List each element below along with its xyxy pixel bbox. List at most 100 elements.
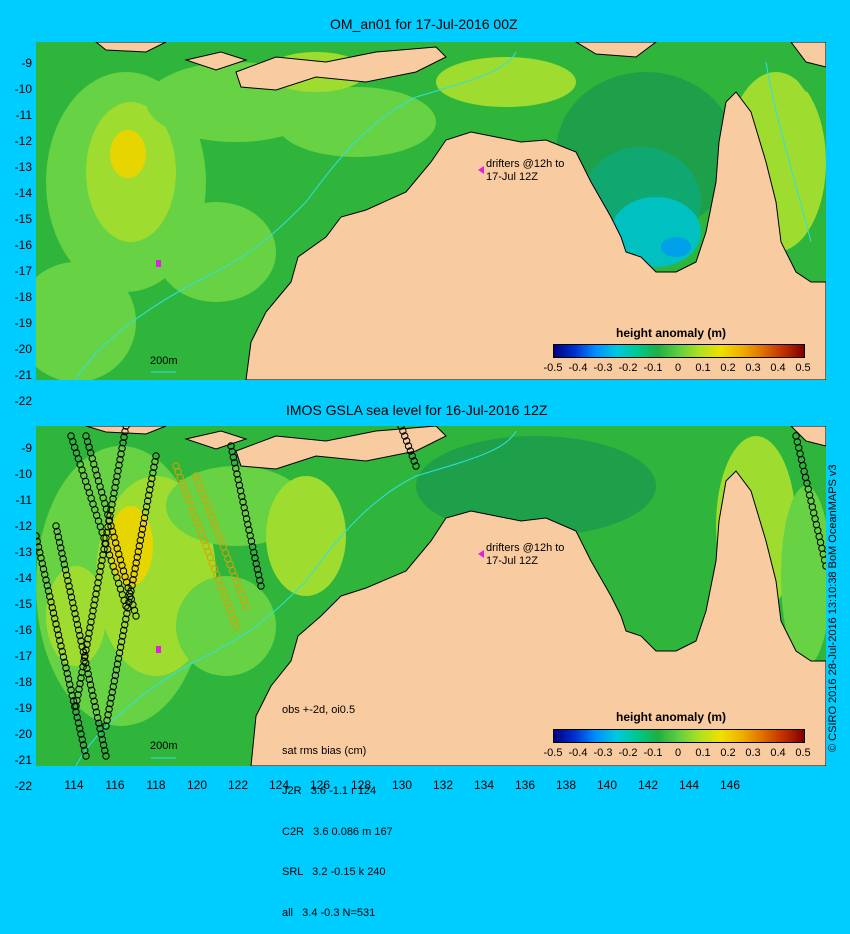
colorbar-tick-label: -0.2 bbox=[618, 747, 638, 759]
track-marker bbox=[94, 579, 102, 587]
track-marker bbox=[79, 741, 88, 749]
track-marker bbox=[64, 675, 73, 683]
track-marker bbox=[42, 576, 50, 584]
track-marker bbox=[73, 696, 81, 705]
track-marker bbox=[83, 640, 91, 649]
track-marker bbox=[37, 554, 45, 562]
y-axis-label: -14 bbox=[14, 186, 32, 200]
panel1-title: OM_an01 for 17-Jul-2016 00Z bbox=[330, 16, 518, 32]
colorbar-tick-label: 0.4 bbox=[770, 747, 786, 759]
track-marker bbox=[149, 469, 157, 477]
track-marker bbox=[140, 514, 149, 522]
track-marker bbox=[251, 554, 259, 562]
track-marker bbox=[93, 584, 101, 593]
track-marker bbox=[82, 646, 90, 654]
track-marker bbox=[90, 697, 98, 705]
track-marker bbox=[245, 526, 253, 534]
track-marker bbox=[88, 612, 96, 621]
x-axis-label: 142 bbox=[637, 778, 659, 792]
y-axis-label: -11 bbox=[15, 493, 32, 507]
track-marker bbox=[129, 576, 137, 584]
track-marker bbox=[85, 629, 93, 637]
y-axis-label: -15 bbox=[14, 597, 32, 611]
track-marker bbox=[86, 681, 95, 689]
colorbar-tick-label: -0.5 bbox=[543, 362, 563, 374]
track-marker bbox=[150, 463, 158, 471]
track-marker bbox=[134, 547, 142, 556]
track-marker bbox=[96, 567, 104, 576]
x-axis-label: 138 bbox=[555, 778, 577, 792]
y-axis-label: -9 bbox=[21, 441, 32, 455]
track-marker bbox=[99, 551, 107, 559]
y-axis-label: -15 bbox=[14, 212, 32, 226]
y-axis-label: -12 bbox=[14, 134, 32, 148]
track-marker bbox=[59, 555, 67, 563]
track-marker bbox=[54, 533, 63, 541]
x-axis-label: 124 bbox=[268, 778, 290, 792]
stats-line: obs +-2d, oi0.5 bbox=[282, 704, 356, 716]
track-marker bbox=[63, 669, 71, 678]
track-marker bbox=[53, 625, 61, 634]
track-marker bbox=[147, 480, 155, 488]
x-axis-label: 136 bbox=[514, 778, 536, 792]
track-marker bbox=[236, 487, 245, 495]
track-marker bbox=[46, 592, 54, 601]
y-axis-label: -12 bbox=[14, 519, 32, 533]
colorbar-tick-label: -0.1 bbox=[643, 747, 663, 759]
track-marker bbox=[248, 543, 257, 551]
track-marker bbox=[102, 752, 110, 760]
panel2-colorbar-ticks: -0.5 -0.4 -0.3 -0.2 -0.1 0 0.1 0.2 0.3 0.4 0.5 bbox=[544, 747, 811, 761]
panel2-colorbar bbox=[553, 729, 805, 743]
x-axis-label: 116 bbox=[105, 778, 125, 792]
track-marker bbox=[113, 472, 121, 481]
track-marker bbox=[142, 502, 151, 511]
y-axis-label: -21 bbox=[14, 753, 32, 767]
track-marker bbox=[104, 711, 112, 719]
y-axis-label: -21 bbox=[14, 368, 32, 382]
track-marker bbox=[152, 452, 160, 460]
copyright-text: © CSIRO 2016 28-Jul-2016 13:10:38 BoM Oc… bbox=[827, 464, 839, 752]
track-marker bbox=[44, 587, 53, 595]
track-marker bbox=[139, 519, 148, 528]
track-marker bbox=[66, 680, 74, 689]
panel1-isobath-label: 200m bbox=[150, 355, 178, 367]
track-marker bbox=[58, 549, 66, 558]
track-marker bbox=[117, 450, 125, 458]
panel2-map bbox=[36, 426, 826, 766]
track-marker bbox=[77, 730, 85, 738]
track-marker bbox=[132, 559, 140, 567]
track-marker bbox=[36, 548, 44, 557]
track-marker bbox=[102, 534, 110, 542]
track-marker bbox=[104, 523, 112, 531]
y-axis-label: -19 bbox=[14, 701, 32, 715]
track-marker bbox=[135, 542, 144, 550]
y-axis-label: -14 bbox=[14, 571, 32, 585]
track-marker bbox=[151, 457, 159, 466]
track-marker bbox=[122, 426, 130, 430]
track-marker bbox=[79, 663, 87, 671]
track-marker bbox=[234, 475, 242, 484]
track-marker bbox=[112, 666, 121, 674]
track-marker bbox=[86, 623, 94, 632]
track-marker bbox=[55, 538, 64, 547]
track-marker bbox=[78, 735, 86, 744]
track-marker bbox=[115, 461, 123, 469]
colorbar-tick-label: 0.5 bbox=[795, 747, 811, 759]
track-marker bbox=[406, 447, 415, 455]
y-axis-label: -10 bbox=[14, 467, 32, 481]
stats-line: J2R 3.6 -1.1 r 124 bbox=[282, 785, 377, 797]
track-marker bbox=[256, 576, 264, 585]
track-marker bbox=[108, 500, 116, 509]
track-marker bbox=[52, 522, 60, 530]
colorbar-tick-label: 0.3 bbox=[745, 747, 761, 759]
track-marker bbox=[95, 719, 103, 727]
track-marker bbox=[74, 626, 83, 634]
stats-line: sat rms bias (cm) bbox=[282, 744, 367, 757]
track-marker bbox=[65, 582, 73, 590]
track-marker bbox=[53, 527, 61, 536]
track-marker bbox=[62, 664, 70, 672]
y-axis-label: -18 bbox=[14, 675, 32, 689]
track-marker bbox=[103, 528, 111, 537]
track-marker bbox=[67, 593, 76, 601]
track-marker bbox=[91, 595, 99, 604]
